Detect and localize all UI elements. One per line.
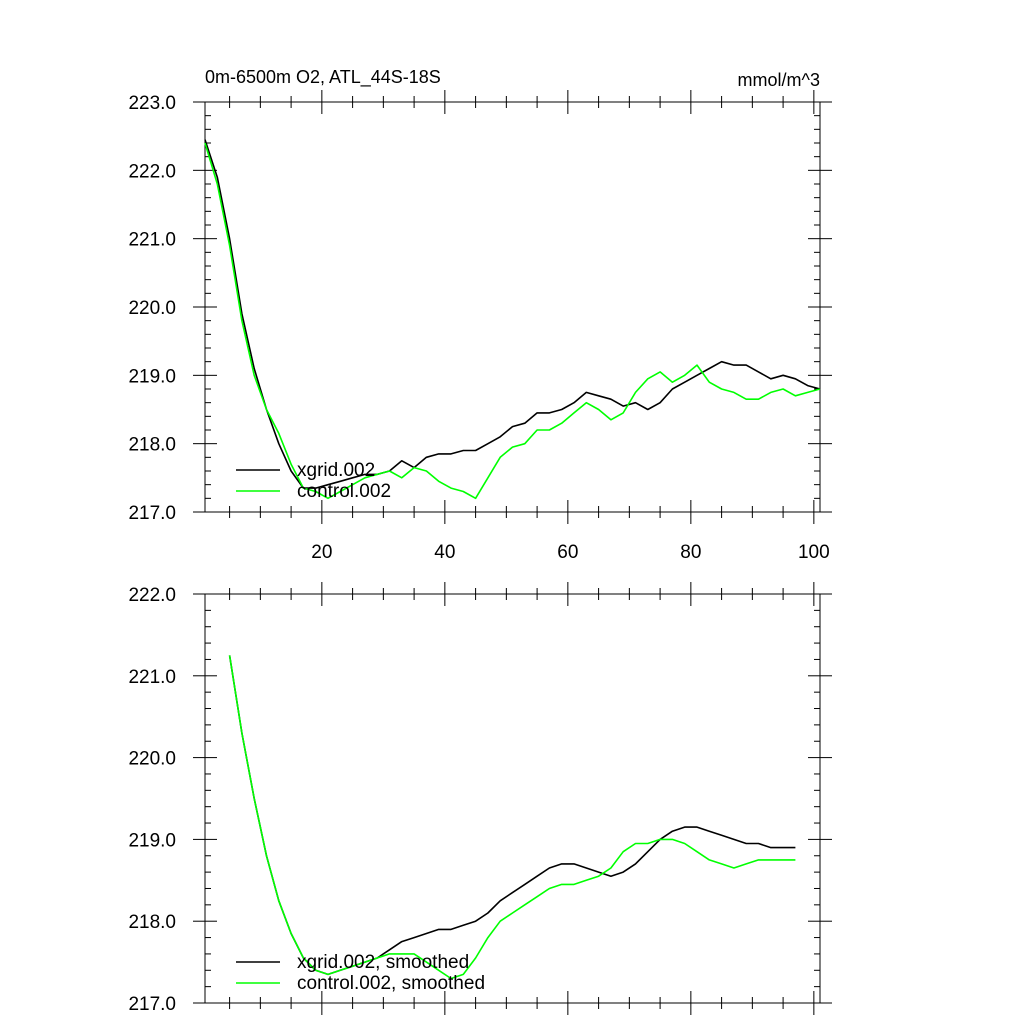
plot-frame bbox=[204, 101, 821, 513]
y-tick-label: 220.0 bbox=[128, 749, 176, 770]
y-tick-label: 219.0 bbox=[128, 366, 176, 387]
chart-title: 0m-6500m O2, ATL_44S-18S bbox=[205, 67, 441, 88]
y-tick-label: 218.0 bbox=[128, 435, 176, 456]
units-label: mmol/m^3 bbox=[738, 70, 820, 90]
legend-label: xgrid.002, smoothed bbox=[297, 952, 469, 973]
x-tick-label: 100 bbox=[798, 542, 830, 563]
y-tick-label: 221.0 bbox=[128, 667, 176, 688]
legend-label: control.002, smoothed bbox=[297, 973, 485, 994]
series-line-control-002 bbox=[204, 142, 821, 500]
y-tick-label: 222.0 bbox=[128, 161, 176, 182]
x-tick-label: 80 bbox=[680, 542, 701, 563]
y-tick-label: 221.0 bbox=[128, 230, 176, 251]
plot-frame bbox=[204, 593, 821, 1004]
series-line-xgrid-002 bbox=[204, 139, 821, 489]
x-tick-label: 40 bbox=[434, 542, 455, 563]
x-tick-label: 20 bbox=[311, 542, 332, 563]
bottom-panel: 217.0 218.0 219.0 220.0 221.0 222.0 xgrid.002,… bbox=[128, 582, 832, 1015]
legend-label: control.002 bbox=[297, 481, 391, 502]
series-line-xgrid-002-smoothed bbox=[228, 655, 796, 976]
y-tick-label: 217.0 bbox=[128, 994, 176, 1015]
y-tick-label: 220.0 bbox=[128, 298, 176, 319]
y-tick-label: 222.0 bbox=[128, 585, 176, 606]
y-tick-label: 217.0 bbox=[128, 503, 176, 524]
x-tick-label: 60 bbox=[557, 542, 578, 563]
y-tick-label: 219.0 bbox=[128, 830, 176, 851]
legend-label: xgrid.002 bbox=[297, 460, 375, 481]
top-panel: 217.0 218.0 219.0 220.0 221.0 222.0 223.0 20 40 6… bbox=[128, 67, 832, 563]
series-line-control-002-smoothed bbox=[228, 655, 796, 980]
y-tick-label: 218.0 bbox=[128, 912, 176, 933]
y-tick-label: 223.0 bbox=[128, 93, 176, 114]
